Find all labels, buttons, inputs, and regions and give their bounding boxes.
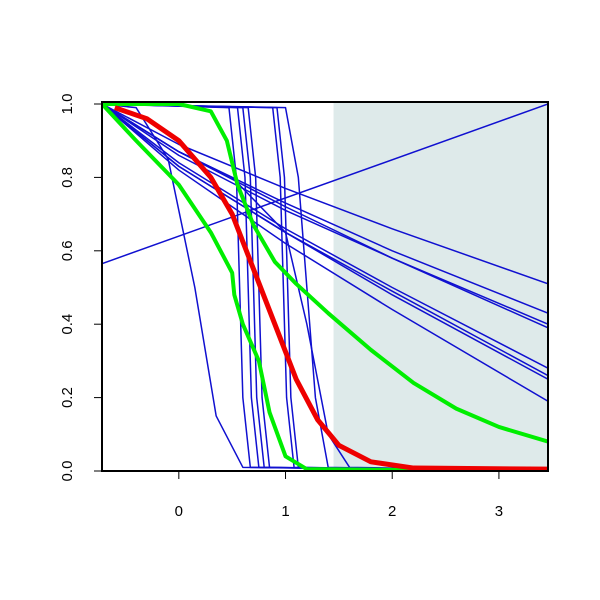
series-line — [102, 103, 548, 402]
y-tick-label: 0.4 — [59, 314, 76, 335]
series-line — [102, 103, 548, 471]
series-line — [102, 103, 548, 471]
y-tick-label: 0.2 — [59, 387, 76, 408]
series-line — [102, 102, 548, 471]
y-tick-label: 0.8 — [59, 167, 76, 188]
x-tick-label: 2 — [388, 503, 396, 520]
series-line — [113, 105, 548, 471]
series-line — [102, 102, 548, 444]
y-tick-label: 0.0 — [59, 461, 76, 482]
axes: 0 1 2 3 0.0 0.2 0.4 0.6 0.8 1.0 — [59, 94, 549, 520]
y-tick-label: 1.0 — [59, 94, 76, 115]
series-line — [102, 103, 548, 265]
plot-box — [101, 101, 549, 472]
x-tick-label: 3 — [495, 503, 503, 520]
plot-area — [102, 102, 548, 471]
y-tick-label: 0.6 — [59, 240, 76, 261]
series-line — [102, 103, 548, 471]
x-tick-label: 1 — [281, 503, 289, 520]
shaded-region — [333, 102, 548, 471]
x-tick-label: 0 — [175, 503, 183, 520]
